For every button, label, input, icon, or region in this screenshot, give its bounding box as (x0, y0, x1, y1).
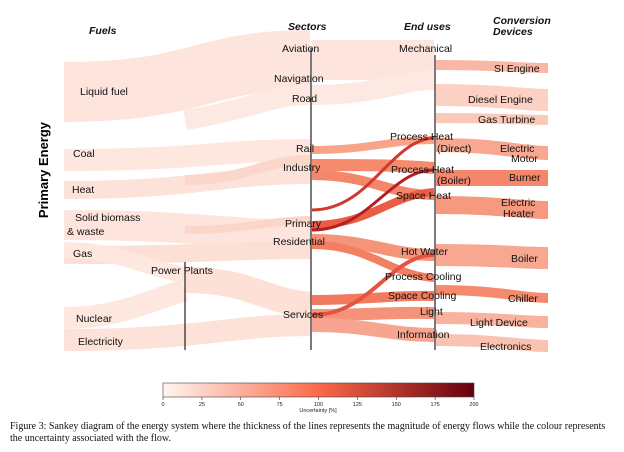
flow-band (435, 196, 549, 219)
sector-label: Aviation (282, 43, 320, 55)
fuel-label: Nuclear (76, 313, 113, 325)
colorbar (162, 382, 475, 398)
flow-band (183, 85, 311, 130)
flow-band (184, 267, 312, 318)
end-use-label: (Direct) (437, 143, 472, 155)
colorbar-tick-label: 200 (469, 402, 478, 408)
colorbar-tick-label: 150 (392, 402, 401, 408)
header-fuels: Fuels (89, 25, 117, 37)
end-use-label: Light (420, 306, 443, 318)
figure-caption: Figure 3: Sankey diagram of the energy s… (10, 421, 606, 444)
end-use-label: (Boiler) (437, 175, 471, 187)
flow-band (311, 290, 435, 305)
flow-band (63, 314, 311, 351)
flow-band (63, 30, 311, 122)
colorbar-tick-label: 75 (277, 402, 283, 408)
end-use-label: Process Cooling (385, 271, 462, 283)
colorbar-label: Uncertainty [%] (299, 408, 337, 414)
colorbar-tick-label: 50 (238, 402, 244, 408)
flow-band (435, 84, 549, 111)
device-label: Gas Turbine (478, 114, 536, 126)
flow-band (311, 70, 435, 105)
fuel-label: & waste (67, 226, 105, 238)
sector-label: Rail (296, 143, 315, 155)
device-label: Electric (501, 197, 536, 209)
flow-band (435, 244, 549, 269)
header-end-uses: End uses (404, 21, 451, 33)
header-devices-line2: Devices (493, 26, 533, 38)
colorbar-tick-label: 175 (431, 402, 440, 408)
flow-band (311, 241, 435, 282)
fuel-label: Electricity (78, 336, 123, 348)
flow-band (435, 138, 549, 160)
end-use-label: Process Heat (391, 164, 455, 176)
flow-band (184, 216, 311, 234)
sector-label: Primary (285, 218, 322, 230)
flow-band (63, 139, 311, 171)
flow-band (435, 60, 549, 73)
flow-band (435, 334, 549, 352)
fuel-label: Coal (73, 148, 95, 160)
fuel-label: Gas (73, 248, 93, 260)
sector-label: Road (292, 93, 318, 105)
flow-band (311, 188, 435, 229)
flow-bands (63, 30, 549, 352)
sector-label: Navigation (274, 73, 324, 85)
device-label: Electronics (480, 341, 532, 353)
flow-band (311, 234, 435, 261)
colorbar-tick-label: 125 (353, 402, 362, 408)
flow-band (63, 242, 187, 283)
end-use-label: Space Heat (396, 190, 451, 202)
flow-band (184, 155, 311, 185)
device-label: Motor (511, 153, 538, 165)
flow-band (311, 168, 435, 232)
device-label: Heater (503, 208, 535, 220)
fuel-label: Liquid fuel (80, 86, 128, 98)
power-plants-label: Power Plants (151, 265, 213, 277)
header-sectors: Sectors (288, 21, 327, 33)
device-label: Light Device (470, 317, 528, 329)
sector-label: Industry (283, 162, 321, 174)
device-label: Diesel Engine (468, 94, 533, 106)
y-axis-title: Primary Energy (36, 121, 51, 219)
end-use-label: Mechanical (399, 43, 453, 55)
flow-band (435, 113, 549, 125)
header-devices-line1: Conversion (493, 15, 551, 27)
end-use-label: Space Cooling (388, 290, 457, 302)
flow-band (435, 312, 549, 328)
fuel-label: Heat (72, 184, 95, 196)
header-devices: Conversion Devices (493, 16, 551, 38)
flow-band (311, 318, 435, 342)
fuel-label: Solid biomass (75, 212, 141, 224)
device-label: Boiler (511, 253, 538, 265)
colorbar-ticks: 0 25 50 75 100 125 150 175 200 (161, 397, 479, 408)
device-label: SI Engine (494, 63, 540, 75)
colorbar-tick-label: 25 (199, 402, 205, 408)
flow-band (311, 253, 435, 317)
flow-band (63, 279, 189, 329)
flow-band (311, 136, 435, 212)
device-label: Chiller (508, 293, 538, 305)
end-use-label: Process Heat (390, 131, 454, 143)
device-label: Burner (509, 172, 541, 184)
end-use-label: Information (397, 329, 450, 341)
colorbar-tick-label: 0 (161, 402, 164, 408)
sector-label: Residential (273, 236, 325, 248)
flow-band (311, 159, 435, 174)
flow-band (435, 285, 549, 303)
colorbar-tick-label: 100 (314, 402, 323, 408)
sector-label: Services (283, 309, 324, 321)
end-use-label: Hot Water (401, 246, 448, 258)
device-label: Electric (500, 143, 535, 155)
